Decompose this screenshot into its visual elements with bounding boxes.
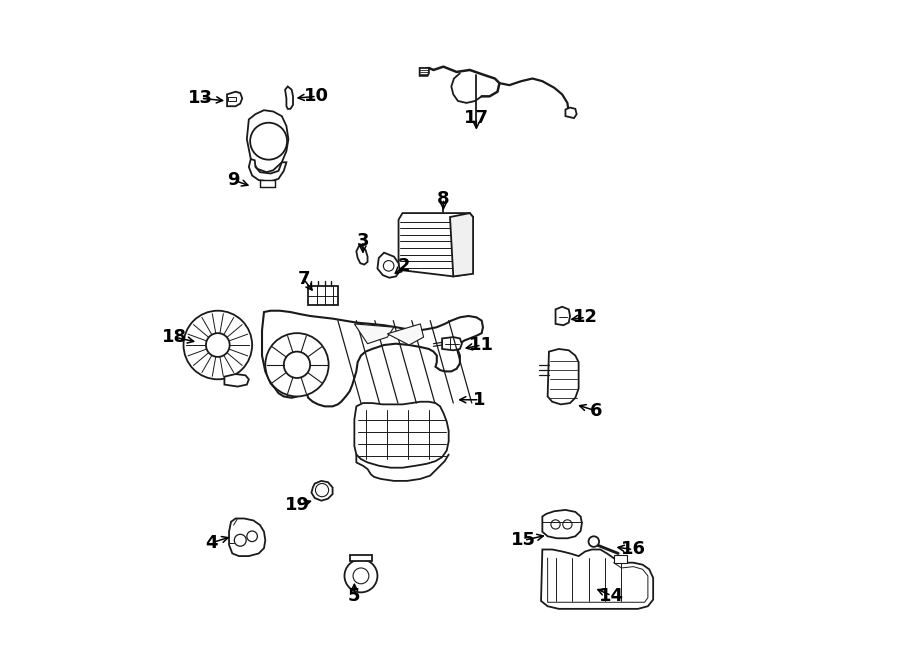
- Polygon shape: [356, 246, 367, 264]
- Polygon shape: [565, 108, 577, 118]
- Text: 7: 7: [297, 270, 310, 288]
- Polygon shape: [224, 374, 248, 387]
- Bar: [350, 555, 373, 561]
- Text: 6: 6: [590, 402, 603, 420]
- Text: 4: 4: [205, 534, 218, 552]
- Polygon shape: [311, 481, 333, 500]
- Circle shape: [383, 260, 394, 271]
- Polygon shape: [399, 213, 473, 276]
- Circle shape: [206, 333, 230, 357]
- Polygon shape: [543, 510, 582, 538]
- Circle shape: [562, 520, 572, 529]
- Bar: [260, 180, 274, 186]
- Text: 5: 5: [348, 587, 361, 605]
- Circle shape: [315, 484, 328, 496]
- Text: 12: 12: [573, 308, 598, 327]
- Circle shape: [247, 531, 257, 541]
- Polygon shape: [450, 213, 473, 276]
- Polygon shape: [247, 110, 288, 173]
- Text: 9: 9: [228, 171, 240, 189]
- Polygon shape: [285, 87, 293, 109]
- Circle shape: [250, 123, 287, 160]
- Text: 19: 19: [284, 496, 310, 514]
- Polygon shape: [555, 307, 570, 325]
- Text: 15: 15: [511, 531, 536, 549]
- Text: 17: 17: [464, 109, 489, 127]
- Circle shape: [184, 311, 252, 379]
- Text: 18: 18: [162, 328, 187, 346]
- Text: 2: 2: [398, 257, 410, 275]
- Polygon shape: [419, 68, 429, 76]
- Polygon shape: [229, 518, 266, 556]
- Text: 11: 11: [469, 336, 494, 354]
- Text: 8: 8: [437, 190, 450, 208]
- Polygon shape: [262, 311, 483, 407]
- Circle shape: [353, 568, 369, 584]
- Text: 14: 14: [599, 587, 624, 605]
- Polygon shape: [248, 159, 286, 181]
- Polygon shape: [355, 402, 449, 468]
- Polygon shape: [547, 349, 579, 405]
- Circle shape: [234, 534, 247, 546]
- Bar: [308, 286, 338, 305]
- Text: 3: 3: [356, 232, 369, 250]
- Polygon shape: [355, 324, 394, 344]
- Text: 13: 13: [188, 89, 213, 107]
- Polygon shape: [541, 549, 653, 609]
- Circle shape: [266, 333, 328, 397]
- Polygon shape: [377, 253, 400, 278]
- Circle shape: [284, 352, 310, 378]
- Polygon shape: [442, 337, 462, 350]
- Circle shape: [589, 536, 599, 547]
- Circle shape: [345, 559, 377, 592]
- Circle shape: [551, 520, 560, 529]
- Polygon shape: [387, 324, 424, 345]
- Bar: [228, 97, 236, 101]
- Polygon shape: [227, 92, 242, 106]
- Text: 16: 16: [621, 541, 646, 559]
- Text: 10: 10: [304, 87, 329, 105]
- Text: 1: 1: [473, 391, 486, 408]
- Bar: [614, 555, 626, 563]
